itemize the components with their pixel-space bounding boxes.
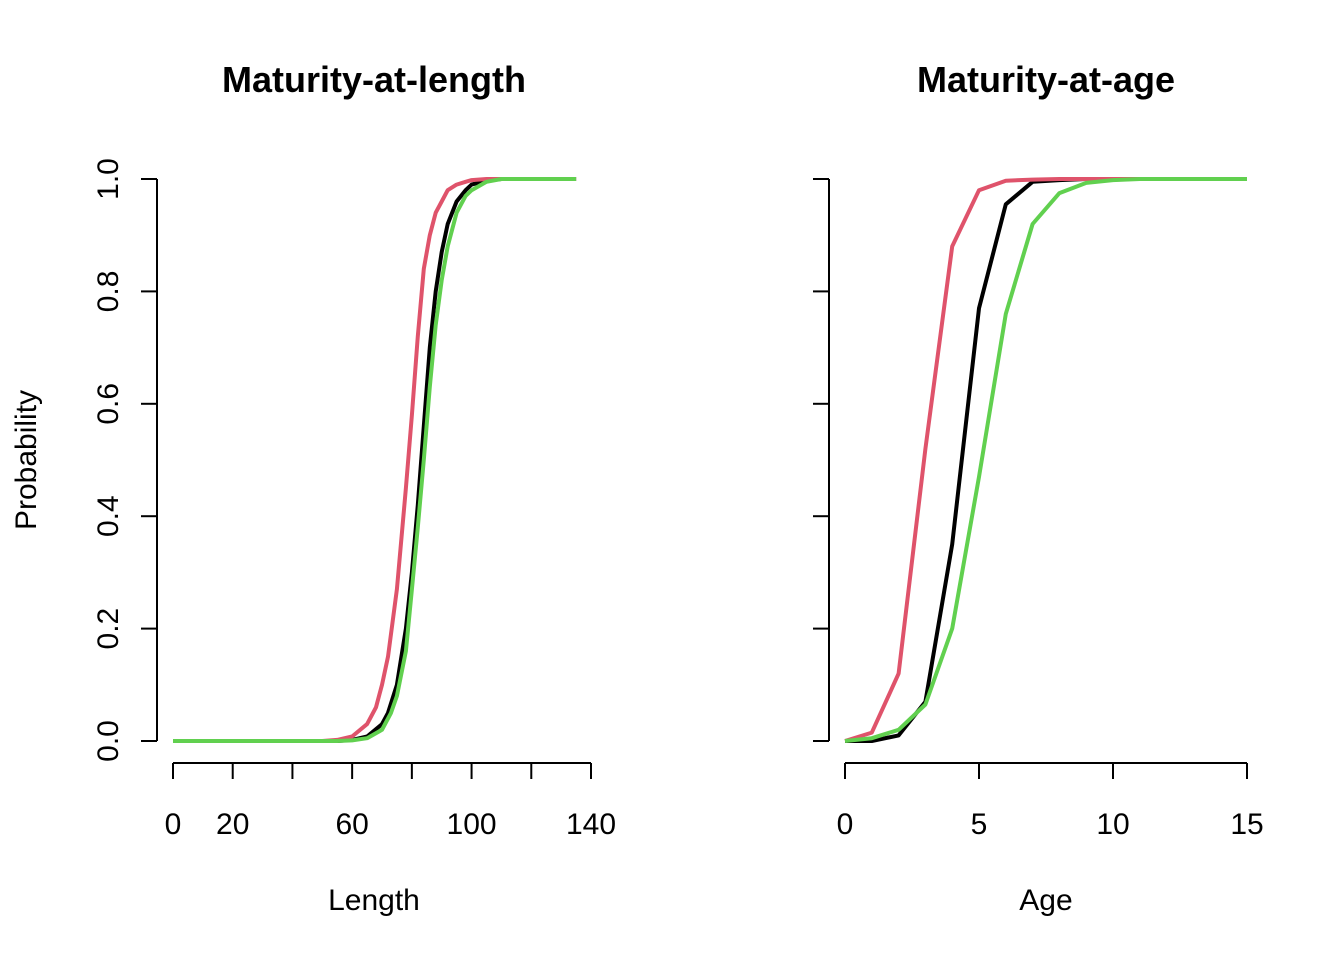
series-line-0 (173, 177, 577, 743)
y-tick-label: 0.6 (92, 383, 125, 425)
plot-area: 0 5 10 15 (813, 177, 1264, 841)
series-line-2 (173, 177, 577, 743)
y-axis-label: Probability (10, 390, 43, 530)
panel-maturity-at-length: Maturity-at-length Length Probability 0 2… (10, 59, 616, 917)
series-line-1 (844, 177, 1247, 743)
y-tick-label: 0.4 (92, 495, 125, 537)
series-line-0 (845, 177, 1247, 743)
x-tick-label: 15 (1230, 808, 1263, 841)
y-tick-label: 0.0 (92, 720, 125, 762)
y-tick-label: 1.0 (92, 158, 125, 200)
x-axis-label: Length (328, 884, 420, 917)
x-tick-label: 10 (1096, 808, 1129, 841)
y-tick-label: 0.2 (92, 608, 125, 650)
chart-title: Maturity-at-length (222, 59, 526, 100)
x-tick-label: 60 (335, 808, 368, 841)
chart-title: Maturity-at-age (917, 59, 1175, 100)
panel-maturity-at-age: Maturity-at-age Age 0 5 10 15 (813, 59, 1264, 917)
x-tick-label: 100 (447, 808, 497, 841)
x-axis-label: Age (1019, 884, 1072, 917)
x-tick-label: 140 (566, 808, 616, 841)
x-tick-label: 0 (165, 808, 182, 841)
y-tick-label: 0.8 (92, 271, 125, 313)
x-tick-label: 5 (971, 808, 988, 841)
plot-area: 0 20 60 100 140 0.0 0.2 0.4 0.6 0.8 1.0 (92, 158, 616, 841)
series-line-1 (173, 177, 577, 743)
series-line-2 (844, 177, 1247, 743)
x-tick-label: 0 (837, 808, 854, 841)
x-tick-label: 20 (216, 808, 249, 841)
